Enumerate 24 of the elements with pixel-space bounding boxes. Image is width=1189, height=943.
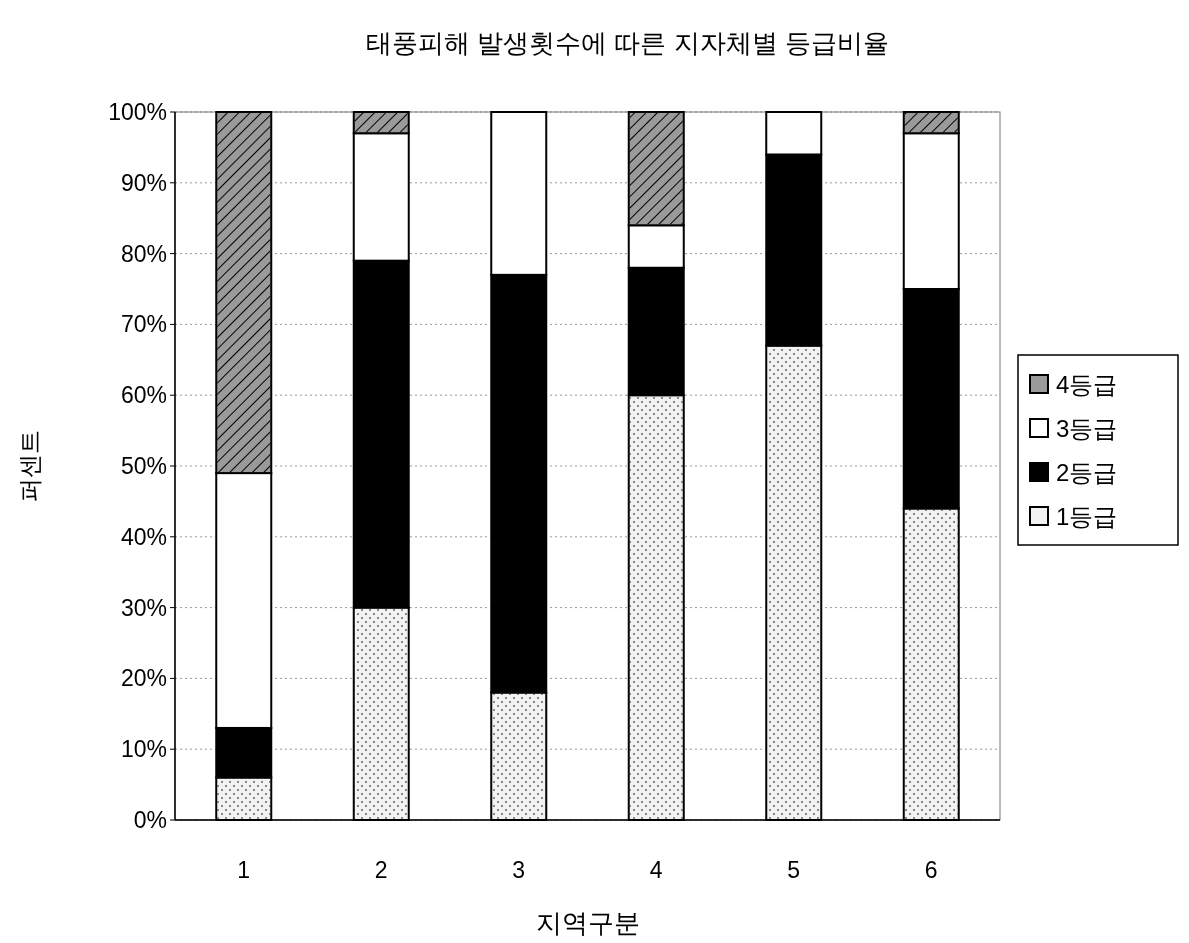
x-tick-label: 3 <box>512 857 526 883</box>
y-axis-title: 퍼센트 <box>16 430 43 502</box>
y-tick-label: 10% <box>120 736 167 763</box>
y-tick-label: 90% <box>120 169 167 196</box>
y-tick-label: 80% <box>120 240 167 267</box>
x-tick-label: 2 <box>374 857 388 883</box>
legend-label: 4등급 <box>1056 371 1118 398</box>
x-tick-label: 5 <box>787 857 801 883</box>
legend-label: 3등급 <box>1056 415 1118 442</box>
legend-label: 1등급 <box>1056 503 1118 530</box>
x-axis-title: 지역구분 <box>535 908 640 938</box>
y-tick-label: 100% <box>108 99 167 125</box>
chart-title: 태풍피해 발생횟수에 따른 지자체별 등급비율 <box>366 28 889 58</box>
y-tick-label: 40% <box>120 523 167 550</box>
legend-label: 2등급 <box>1056 459 1118 486</box>
x-tick-label: 1 <box>237 857 251 883</box>
y-tick-label: 0% <box>133 807 167 833</box>
x-tick-label: 6 <box>924 857 938 883</box>
y-tick-label: 30% <box>120 594 167 621</box>
y-tick-label: 70% <box>120 311 167 338</box>
x-tick-label: 4 <box>649 857 663 883</box>
y-tick-label: 20% <box>120 665 167 692</box>
y-tick-label: 60% <box>120 382 167 409</box>
y-tick-label: 50% <box>120 453 167 479</box>
